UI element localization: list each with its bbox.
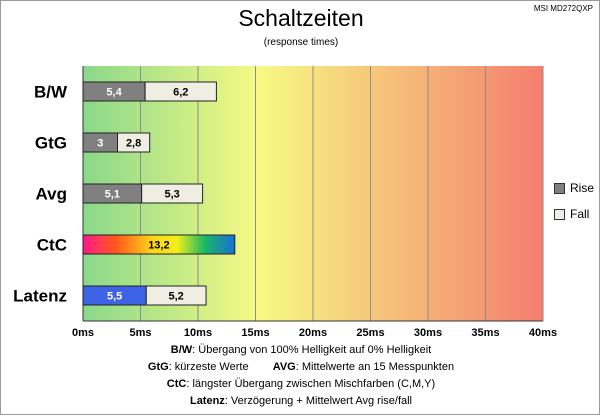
bar-fall bbox=[117, 132, 151, 153]
bar-rise-label: 5,1 bbox=[105, 189, 120, 201]
bar-fall bbox=[145, 285, 207, 306]
footnote-latenz-term: Latenz bbox=[189, 395, 225, 407]
footnote-gtg-avg: GtG: kürzeste Werte AVG: Mittelwerte an … bbox=[1, 359, 600, 376]
footnote-avg-term: AVG bbox=[272, 361, 296, 373]
x-tick-label: 15ms bbox=[241, 327, 269, 339]
bar-fall-label: 2,8 bbox=[126, 138, 141, 150]
footnote-gtg-term: GtG bbox=[147, 361, 169, 373]
category-label: Avg bbox=[36, 185, 68, 204]
bar-fall-label: 5,2 bbox=[169, 291, 184, 303]
x-tick-label: 10ms bbox=[184, 327, 212, 339]
footnote-bw-term: B/W bbox=[170, 344, 193, 356]
legend-fall-swatch bbox=[554, 208, 565, 220]
bar-fall-label: 6,2 bbox=[173, 87, 188, 99]
x-tick-label: 40ms bbox=[529, 327, 557, 339]
bar-rise bbox=[82, 234, 236, 255]
bar-rise-label: 5,4 bbox=[106, 87, 122, 99]
x-tick-label: 25ms bbox=[356, 327, 384, 339]
bar-fall bbox=[141, 183, 204, 204]
footnote-ctc-term: CtC bbox=[166, 378, 187, 390]
footnote-avg-text: : Mittelwerte an 15 Messpunkten bbox=[295, 361, 455, 373]
x-tick-label: 0ms bbox=[72, 327, 94, 339]
footnote-bw: B/W: Übergang von 100% Helligkeit auf 0%… bbox=[1, 342, 600, 359]
category-label: CtC bbox=[37, 236, 67, 255]
footnote-bw-text: : Übergang von 100% Helligkeit auf 0% He… bbox=[192, 344, 432, 356]
legend-rise-swatch bbox=[554, 182, 565, 194]
footnote-latenz: Latenz: Verzögerung + Mittelwert Avg ris… bbox=[1, 393, 600, 410]
bar-rise-label: 3 bbox=[97, 138, 103, 150]
footnote-latenz-text: : Verzögerung + Mittelwert Avg rise/fall bbox=[224, 395, 413, 407]
category-label: Latenz bbox=[13, 287, 67, 306]
chart-title: Schaltzeiten bbox=[238, 5, 364, 31]
legend-rise: Rise bbox=[554, 181, 594, 195]
bar-rise-label: 13,2 bbox=[148, 240, 169, 252]
x-tick-label: 5ms bbox=[129, 327, 151, 339]
chart-subtitle: (response times) bbox=[263, 37, 339, 48]
legend-fall-label: Fall bbox=[570, 207, 590, 221]
footnote-ctc: CtC: längster Übergang zwischen Mischfar… bbox=[1, 376, 600, 393]
legend-fall: Fall bbox=[554, 207, 589, 221]
category-label: B/W bbox=[34, 83, 68, 102]
x-tick-label: 30ms bbox=[414, 327, 442, 339]
x-tick-label: 35ms bbox=[471, 327, 499, 339]
monitor-model: MSI MD272QXP bbox=[533, 4, 593, 13]
category-label: GtG bbox=[35, 134, 67, 153]
bar-rise-label: 5,5 bbox=[107, 291, 122, 303]
footnote-gtg-text: : kürzeste Werte bbox=[168, 361, 249, 373]
footnote-ctc-text: : längster Übergang zwischen Mischfarben… bbox=[186, 378, 436, 390]
x-tick-label: 20ms bbox=[299, 327, 327, 339]
bar-fall-label: 5,3 bbox=[164, 189, 179, 201]
bar-fall bbox=[144, 81, 217, 102]
legend-rise-label: Rise bbox=[570, 181, 595, 195]
